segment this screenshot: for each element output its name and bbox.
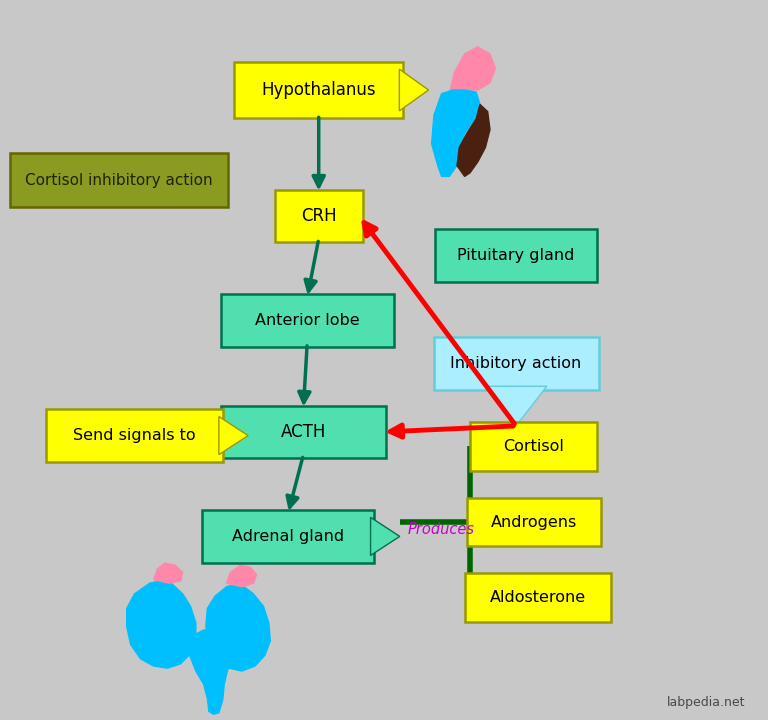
Text: Aldosterone: Aldosterone — [489, 590, 586, 605]
Polygon shape — [485, 386, 547, 426]
Text: Cortisol: Cortisol — [503, 439, 564, 454]
Polygon shape — [399, 69, 429, 111]
Polygon shape — [188, 630, 235, 714]
Text: Androgens: Androgens — [491, 515, 577, 529]
Text: Adrenal gland: Adrenal gland — [232, 529, 344, 544]
Text: Produces: Produces — [407, 522, 475, 536]
FancyBboxPatch shape — [221, 405, 386, 458]
FancyBboxPatch shape — [46, 409, 223, 462]
Text: Cortisol inhibitory action: Cortisol inhibitory action — [25, 173, 213, 187]
FancyBboxPatch shape — [435, 229, 597, 282]
Polygon shape — [227, 565, 257, 587]
FancyBboxPatch shape — [9, 153, 229, 207]
Text: CRH: CRH — [301, 207, 336, 225]
Polygon shape — [206, 583, 270, 671]
Text: Send signals to: Send signals to — [73, 428, 196, 443]
FancyBboxPatch shape — [465, 573, 611, 622]
FancyBboxPatch shape — [201, 510, 375, 563]
FancyBboxPatch shape — [275, 189, 362, 242]
Polygon shape — [154, 563, 183, 583]
Text: Anterior lobe: Anterior lobe — [255, 313, 359, 328]
Polygon shape — [370, 517, 399, 556]
Text: Hypothalanus: Hypothalanus — [261, 81, 376, 99]
FancyBboxPatch shape — [466, 498, 601, 546]
FancyBboxPatch shape — [221, 294, 393, 346]
Polygon shape — [449, 47, 495, 94]
Text: labpedia.net: labpedia.net — [667, 696, 745, 709]
Text: Inhibitory action: Inhibitory action — [451, 356, 581, 371]
FancyBboxPatch shape — [470, 422, 598, 471]
FancyBboxPatch shape — [433, 337, 598, 390]
Polygon shape — [432, 90, 480, 176]
Polygon shape — [219, 416, 248, 455]
Polygon shape — [457, 104, 490, 176]
Polygon shape — [127, 580, 196, 668]
Text: Pituitary gland: Pituitary gland — [458, 248, 574, 263]
Text: ACTH: ACTH — [280, 423, 326, 441]
FancyBboxPatch shape — [234, 62, 403, 118]
